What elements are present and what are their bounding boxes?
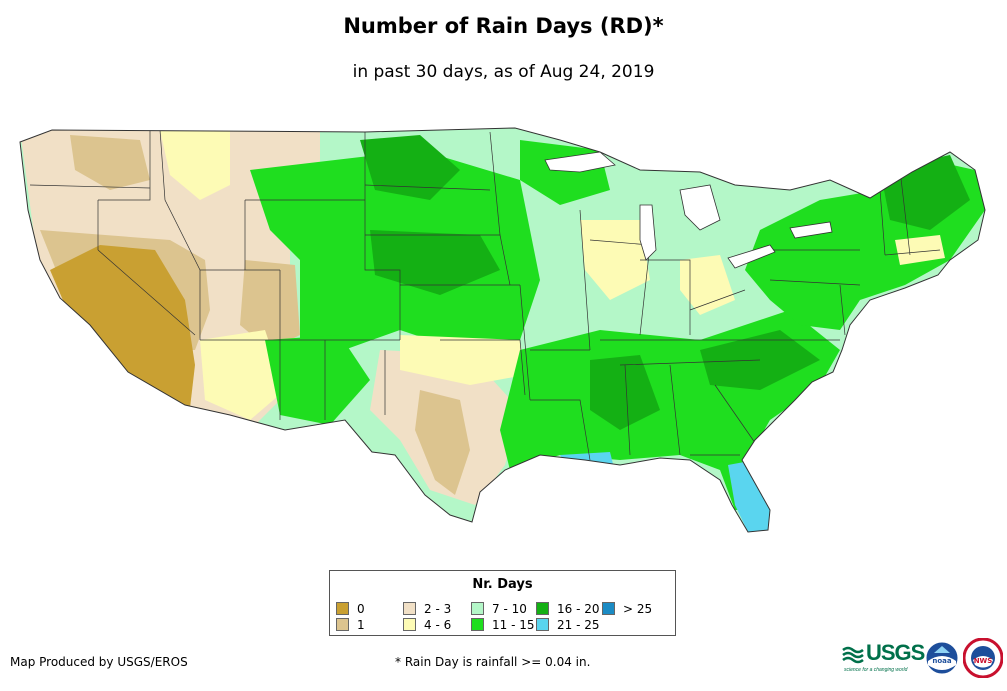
lake-superior xyxy=(544,151,616,173)
nws-logo-icon: NWS xyxy=(963,638,1003,678)
legend-swatch xyxy=(336,602,349,615)
noaa-logo-icon: noaa xyxy=(925,641,959,675)
us-rain-days-map xyxy=(19,127,986,533)
legend-label: 16 - 20 xyxy=(557,602,600,616)
legend-item-8: > 25 xyxy=(602,602,652,616)
region-4-6-northwest xyxy=(160,130,230,200)
legend-item-1: 1 xyxy=(336,618,365,632)
lake-ontario xyxy=(789,221,833,239)
legend-label: 2 - 3 xyxy=(424,602,452,616)
legend-item-3: 4 - 6 xyxy=(403,618,451,632)
usgs-wave-icon xyxy=(842,646,864,664)
legend-item-6: 16 - 20 xyxy=(536,602,600,616)
usgs-logo: USGS science for a changing world xyxy=(842,640,925,676)
region-16-20-dakotas xyxy=(360,135,460,200)
legend-swatch xyxy=(602,602,615,615)
legend-item-2: 2 - 3 xyxy=(403,602,451,616)
region-0-southwest xyxy=(50,245,195,408)
us-outline xyxy=(19,127,986,533)
great-lakes xyxy=(544,151,833,269)
legend-item-4: 7 - 10 xyxy=(471,602,527,616)
noaa-logo-text: noaa xyxy=(932,657,952,665)
map-title: Number of Rain Days (RD)* xyxy=(343,14,664,38)
legend-swatch xyxy=(471,602,484,615)
region-21-25-florida xyxy=(728,460,770,532)
usgs-logo-text: USGS xyxy=(866,640,925,665)
legend-swatch xyxy=(336,618,349,631)
region-11-15-colorado xyxy=(265,335,370,425)
region-16-20-nebraska xyxy=(370,230,500,295)
nws-logo-text: NWS xyxy=(974,657,993,665)
region-4-6-arizona xyxy=(200,330,285,420)
region-1-utah xyxy=(240,260,300,350)
legend-swatch xyxy=(471,618,484,631)
legend-label: 21 - 25 xyxy=(557,618,600,632)
legend-item-5: 11 - 15 xyxy=(471,618,535,632)
legend-swatch xyxy=(536,602,549,615)
legend-swatch xyxy=(403,618,416,631)
region-21-25-gulf xyxy=(560,452,615,472)
region-4-6-midwest xyxy=(580,220,650,300)
state-boundaries xyxy=(29,129,941,461)
legend-label: 0 xyxy=(357,602,365,616)
region-4-6-ohio xyxy=(680,255,735,315)
region-1-north xyxy=(70,135,150,190)
region-4-6-massachusetts xyxy=(895,235,945,265)
legend-item-0: 0 xyxy=(336,602,365,616)
lake-huron xyxy=(679,184,721,231)
usgs-tagline: science for a changing world xyxy=(844,667,908,673)
legend-label: 4 - 6 xyxy=(424,618,452,632)
map-subtitle: in past 30 days, as of Aug 24, 2019 xyxy=(352,62,655,82)
region-4-6-oklahoma xyxy=(400,335,525,385)
lake-michigan xyxy=(639,204,657,261)
region-1-texas xyxy=(415,390,470,495)
region-16-20-southeast xyxy=(590,355,660,430)
legend-label: 11 - 15 xyxy=(492,618,535,632)
legend-item-7: 21 - 25 xyxy=(536,618,600,632)
lake-erie xyxy=(727,244,776,269)
legend-title: Nr. Days xyxy=(472,577,533,592)
legend-swatch xyxy=(403,602,416,615)
legend-label: 1 xyxy=(357,618,365,632)
legend-label: 7 - 10 xyxy=(492,602,527,616)
legend-label: > 25 xyxy=(623,602,653,616)
legend: Nr. Days 0 1 2 - 3 4 - 6 7 - 10 11 - 15 … xyxy=(329,570,676,636)
footnote-text: * Rain Day is rainfall >= 0.04 in. xyxy=(395,655,591,669)
credit-text: Map Produced by USGS/EROS xyxy=(10,655,188,669)
legend-swatch xyxy=(536,618,549,631)
